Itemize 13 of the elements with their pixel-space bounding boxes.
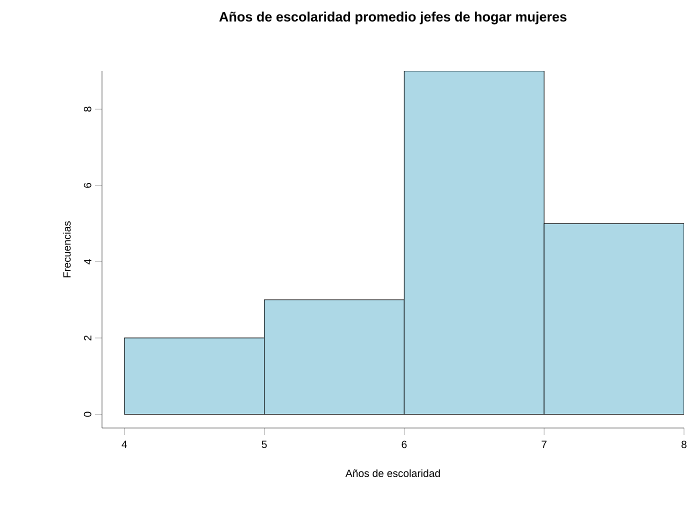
y-tick-label: 8 bbox=[84, 106, 92, 112]
chart-title: Años de escolaridad promedio jefes de hogar mujeres bbox=[219, 12, 566, 24]
y-tick-label: 0 bbox=[84, 412, 92, 417]
y-axis-title: Frecuencias bbox=[62, 221, 71, 278]
x-axis-title: Años de escolaridad bbox=[345, 469, 440, 478]
x-tick-label: 6 bbox=[402, 440, 407, 448]
x-tick-label: 8 bbox=[682, 440, 686, 448]
x-tick-label: 5 bbox=[262, 440, 267, 448]
y-tick-label: 6 bbox=[84, 182, 92, 188]
y-tick-label: 2 bbox=[84, 336, 92, 340]
x-tick-label: 7 bbox=[542, 440, 546, 448]
x-tick-label: 4 bbox=[122, 440, 127, 448]
y-tick-label: 4 bbox=[84, 259, 92, 264]
